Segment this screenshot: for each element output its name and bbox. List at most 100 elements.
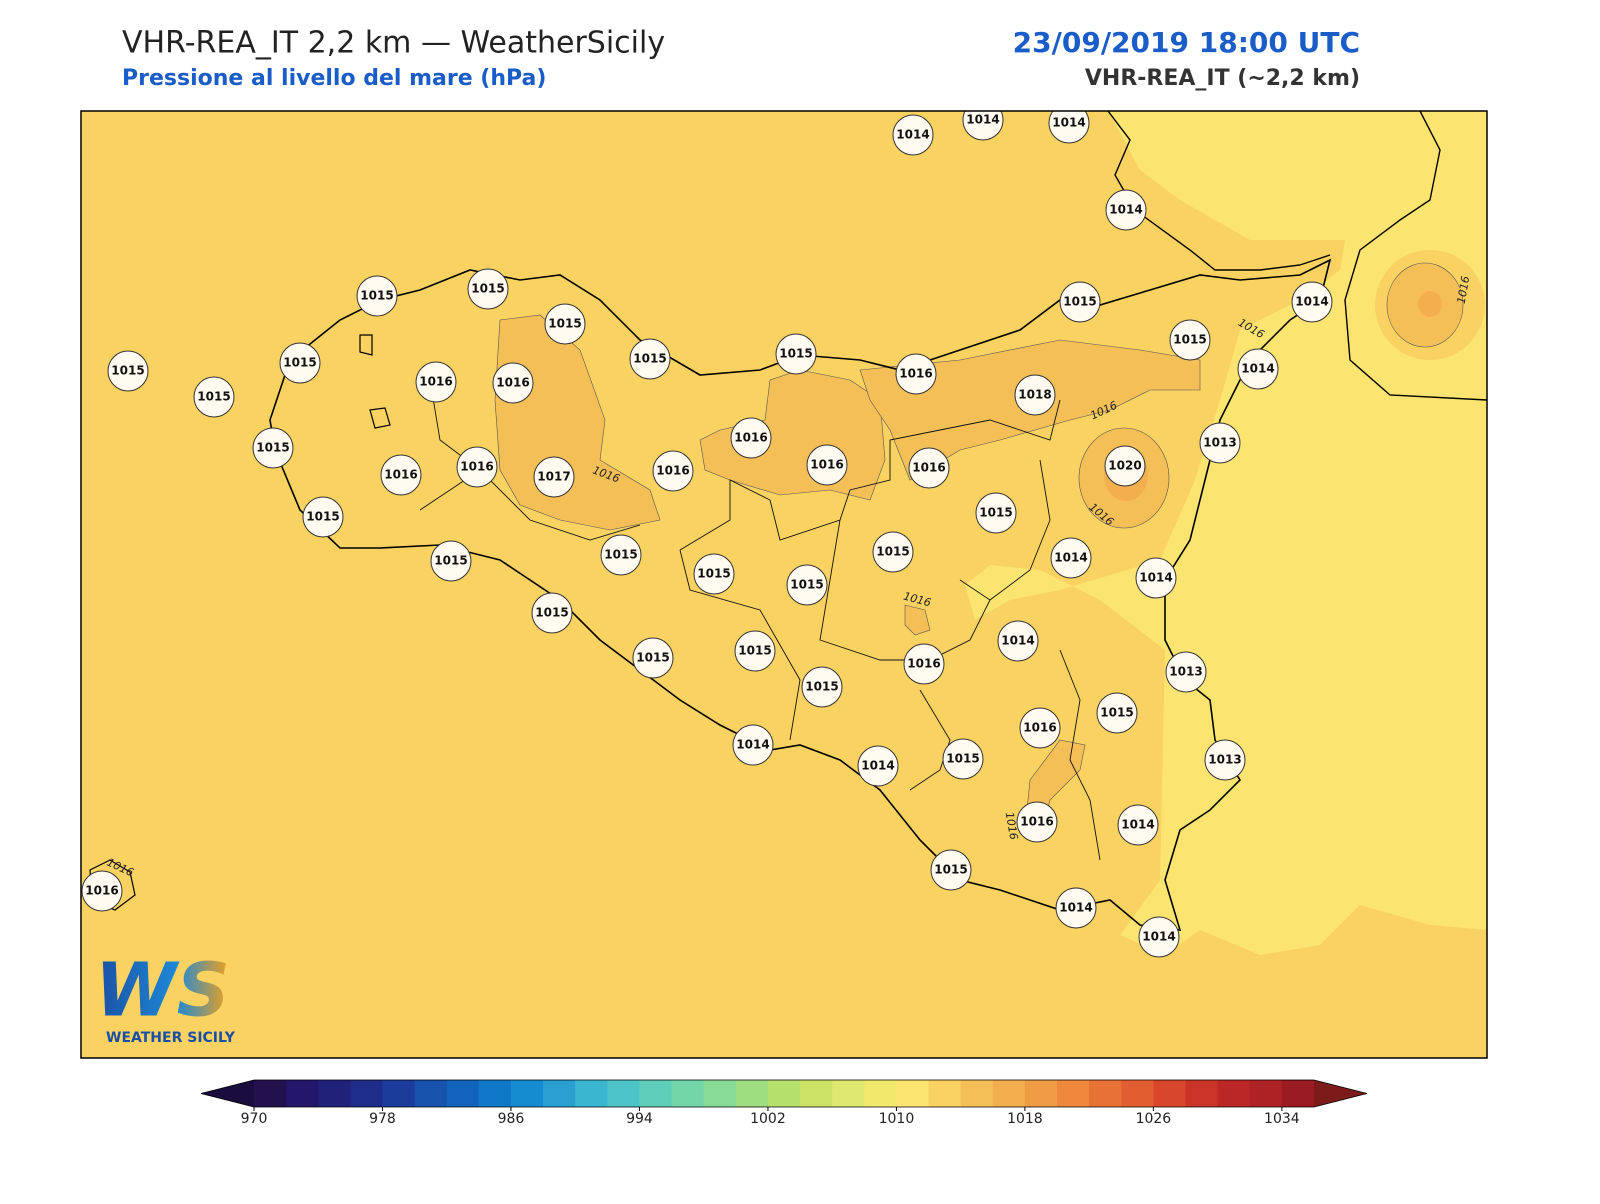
colorbar-bin xyxy=(832,1080,865,1107)
station-marker xyxy=(81,870,123,912)
colorbar-bin xyxy=(1185,1080,1219,1107)
colorbar-outline xyxy=(200,1079,1368,1108)
station-value: 1015 xyxy=(1173,333,1206,347)
station-marker xyxy=(1014,374,1056,416)
model: VHR-REA_IT (~2,2 km) xyxy=(1085,66,1360,91)
colorbar-bin xyxy=(1281,1080,1315,1107)
station-value: 1013 xyxy=(1203,436,1236,450)
station-value: 1014 xyxy=(1059,901,1092,915)
station-value: 1014 xyxy=(1121,818,1154,832)
station-marker xyxy=(1169,319,1211,361)
station-marker xyxy=(1050,537,1092,579)
station-marker xyxy=(975,492,1017,534)
station-marker xyxy=(1135,557,1177,599)
station-marker xyxy=(380,454,422,496)
station-marker xyxy=(786,564,828,606)
colorbar-bin xyxy=(703,1080,737,1107)
station-value: 1016 xyxy=(1020,815,1053,829)
colorbar-bin xyxy=(382,1080,416,1107)
station-value: 1016 xyxy=(460,460,493,474)
station-marker xyxy=(730,417,772,459)
station-value: 1016 xyxy=(912,461,945,475)
station-value: 1015 xyxy=(306,510,339,524)
colorbar-bin xyxy=(896,1080,930,1107)
station-marker xyxy=(942,738,984,780)
station-marker xyxy=(903,643,945,685)
colorbar-tick-label: 986 xyxy=(498,1111,525,1127)
station-value: 1016 xyxy=(810,458,843,472)
station-value: 1014 xyxy=(736,738,769,752)
station-marker xyxy=(467,268,509,310)
station-value: 1014 xyxy=(1142,930,1175,944)
station-marker xyxy=(895,353,937,395)
station-marker xyxy=(693,553,735,595)
colorbar-bin xyxy=(1089,1080,1122,1107)
station-value: 1015 xyxy=(1100,706,1133,720)
station-value: 1018 xyxy=(1018,388,1051,402)
colorbar-bin xyxy=(928,1080,962,1107)
station-value: 1020 xyxy=(1108,459,1141,473)
station-value: 1015 xyxy=(604,548,637,562)
station-value: 1016 xyxy=(496,376,529,390)
colorbar-under xyxy=(201,1080,254,1107)
station-value: 1014 xyxy=(1109,203,1142,217)
contour-label: 1016 xyxy=(1455,275,1473,305)
station-marker xyxy=(533,456,575,498)
station-value: 1014 xyxy=(1295,295,1328,309)
station-value: 1014 xyxy=(1052,116,1085,130)
colorbar-bin xyxy=(414,1080,448,1107)
station-marker xyxy=(1104,445,1146,487)
station-marker xyxy=(1237,348,1279,390)
mainland-coast xyxy=(1107,111,1487,401)
colorbar-bin xyxy=(543,1080,576,1107)
contour-label: 1016 xyxy=(1003,811,1021,841)
station-value: 1016 xyxy=(734,431,767,445)
station-value: 1015 xyxy=(256,441,289,455)
station-marker xyxy=(806,444,848,486)
station-marker xyxy=(857,745,899,787)
station-value: 1015 xyxy=(535,606,568,620)
colorbar-bin xyxy=(254,1080,287,1107)
datetime: 23/09/2019 18:00 UTC xyxy=(1013,26,1360,59)
station-marker xyxy=(1117,804,1159,846)
colorbar-bin xyxy=(1121,1080,1154,1107)
station-value: 1015 xyxy=(697,567,730,581)
station-marker xyxy=(1291,281,1333,323)
colorbar-bin xyxy=(735,1080,769,1107)
colorbar-tick-label: 970 xyxy=(241,1111,268,1127)
station-marker xyxy=(1059,281,1101,323)
station-marker xyxy=(930,849,972,891)
station-marker xyxy=(872,531,914,573)
station-value: 1015 xyxy=(876,545,909,559)
station-value: 1016 xyxy=(1023,721,1056,735)
station-value: 1014 xyxy=(1241,362,1274,376)
colorbar-bin xyxy=(1249,1080,1283,1107)
station-value: 1015 xyxy=(636,651,669,665)
colorbar-tick-label: 1010 xyxy=(879,1111,915,1127)
station-marker xyxy=(302,496,344,538)
logo-mark: WS xyxy=(95,948,230,1034)
station-value: 1014 xyxy=(1001,634,1034,648)
station-marker xyxy=(908,447,950,489)
colorbar-bin xyxy=(960,1080,994,1107)
station-marker xyxy=(962,111,1004,141)
station-marker xyxy=(801,666,843,708)
station-marker xyxy=(652,450,694,492)
colorbar-bin xyxy=(864,1080,897,1107)
station-value: 1015 xyxy=(805,680,838,694)
station-marker xyxy=(1105,189,1147,231)
colorbar-over xyxy=(1314,1080,1367,1107)
station-marker xyxy=(732,724,774,766)
station-value: 1015 xyxy=(360,289,393,303)
colorbar-tick-label: 978 xyxy=(369,1111,396,1127)
station-value: 1015 xyxy=(779,347,812,361)
field-patch xyxy=(904,604,931,636)
station-value: 1017 xyxy=(537,470,570,484)
station-marker xyxy=(734,630,776,672)
station-marker xyxy=(1048,111,1090,144)
station-value: 1015 xyxy=(471,282,504,296)
station-value: 1016 xyxy=(907,657,940,671)
colorbar-bin xyxy=(1153,1080,1187,1107)
colorbar-bin xyxy=(318,1080,351,1107)
station-value: 1015 xyxy=(946,752,979,766)
